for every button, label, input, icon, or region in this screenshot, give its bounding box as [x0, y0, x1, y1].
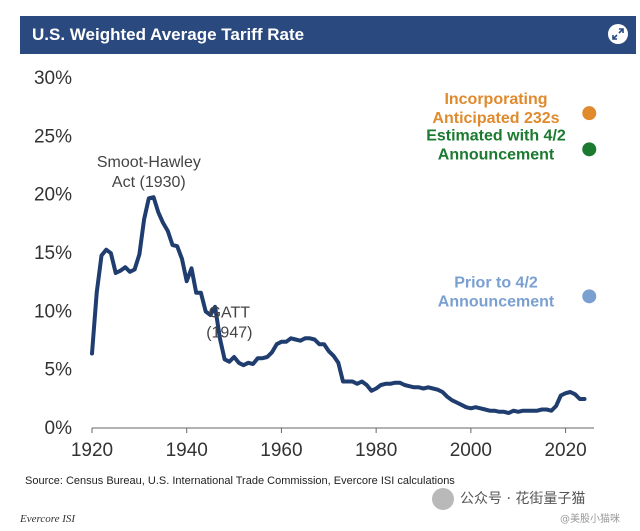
y-tick-label: 25% [34, 126, 72, 147]
annotation-label: Act (1930) [112, 174, 186, 191]
watermark-text: 公众号 · 花街量子猫 [460, 491, 586, 507]
x-tick-label: 1980 [355, 440, 397, 461]
x-tick-label: 2020 [544, 440, 586, 461]
estimate-point [582, 106, 597, 121]
estimate-label: Estimated with 4/2 [426, 127, 566, 144]
wechat-logo-icon [432, 488, 454, 510]
y-tick-label: 20% [34, 185, 72, 206]
chart-title: U.S. Weighted Average Tariff Rate [32, 25, 305, 44]
chart-header: U.S. Weighted Average Tariff Rate [20, 16, 636, 54]
x-tick-label: 1920 [71, 440, 113, 461]
annotation-label: (1947) [206, 324, 252, 341]
x-tick-label: 2000 [450, 440, 492, 461]
estimate-point [582, 289, 597, 304]
tariff-chart: 0% 5% 10% 15% 20% 25% 30% 1920 1940 1960 1980 2000 2… [34, 68, 597, 461]
estimate-label: Incorporating [444, 91, 547, 108]
y-tick-label: 5% [45, 360, 73, 381]
watermark-sub: @美股小猫咪 [560, 514, 620, 525]
estimate-label: Announcement [438, 293, 555, 310]
x-tick-label: 1960 [260, 440, 302, 461]
estimate-label: Announcement [438, 146, 555, 163]
x-tick-label: 1940 [166, 440, 208, 461]
estimate-label: Anticipated 232s [432, 110, 559, 127]
annotation-label: GATT [209, 304, 251, 321]
brand-label: Evercore ISI [20, 513, 76, 525]
y-tick-label: 30% [34, 68, 72, 89]
source-note: Source: Census Bureau, U.S. Internationa… [25, 475, 455, 487]
y-tick-label: 0% [45, 418, 73, 439]
y-tick-label: 15% [34, 243, 72, 264]
annotation-label: Smoot-Hawley [97, 154, 201, 171]
watermark: 公众号 · 花街量子猫 [432, 488, 585, 510]
estimate-label: Prior to 4/2 [454, 274, 538, 291]
expand-arrows-icon[interactable] [608, 24, 628, 44]
tariff-rate-line [90, 195, 587, 415]
y-tick-label: 10% [34, 301, 72, 322]
estimate-point [582, 142, 597, 157]
